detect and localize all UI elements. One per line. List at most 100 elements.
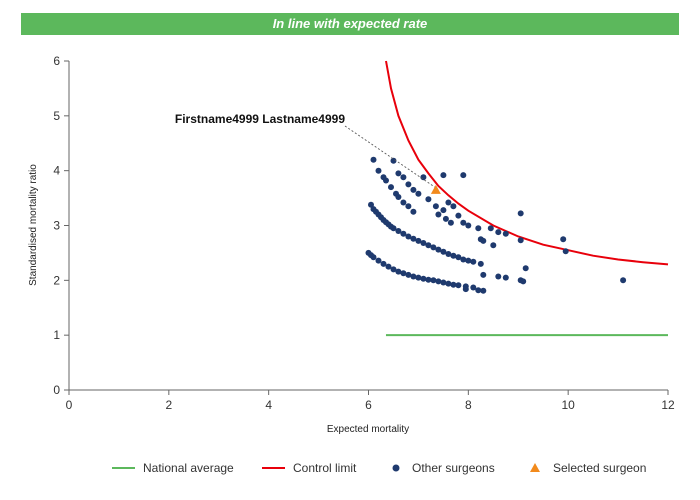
x-tick-label: 0 bbox=[66, 398, 73, 412]
x-tick-label: 8 bbox=[465, 398, 472, 412]
other-surgeon-point bbox=[442, 215, 449, 222]
y-tick-label: 2 bbox=[53, 273, 60, 287]
other-surgeon-point bbox=[385, 263, 392, 270]
y-tick-label: 0 bbox=[53, 383, 60, 397]
other-surgeon-point bbox=[460, 219, 467, 226]
other-surgeon-point bbox=[490, 242, 497, 249]
other-surgeon-point bbox=[395, 170, 402, 177]
other-surgeon-point bbox=[388, 184, 394, 191]
other-surgeon-point bbox=[480, 271, 487, 278]
y-axis-label: Standardised mortality ratio bbox=[28, 164, 39, 286]
other-surgeon-point bbox=[477, 260, 484, 267]
legend: National average Control limit Other sur… bbox=[112, 461, 646, 475]
other-surgeon-point bbox=[405, 181, 412, 188]
other-surgeon-point bbox=[562, 248, 569, 255]
other-surgeon-point bbox=[470, 284, 477, 291]
other-surgeon-point bbox=[430, 244, 437, 251]
x-axis-label: Expected mortality bbox=[327, 424, 409, 435]
other-surgeon-point bbox=[415, 274, 422, 281]
other-surgeon-point bbox=[460, 172, 467, 179]
other-surgeon-point bbox=[370, 254, 377, 261]
other-surgeon-point bbox=[410, 208, 417, 215]
x-tick-label: 2 bbox=[165, 398, 172, 412]
other-surgeon-point bbox=[380, 260, 387, 267]
other-surgeon-point bbox=[410, 186, 417, 193]
other-surgeon-point bbox=[470, 258, 477, 265]
legend-selected-label: Selected surgeon bbox=[553, 461, 646, 475]
other-surgeon-point bbox=[405, 233, 412, 240]
y-tick-label: 5 bbox=[53, 109, 60, 123]
x-tick-label: 12 bbox=[661, 398, 675, 412]
y-tick-label: 3 bbox=[53, 219, 60, 233]
other-surgeon-point bbox=[440, 207, 447, 214]
other-surgeon-point bbox=[465, 257, 472, 264]
y-ticks: 0 1 2 3 4 5 6 bbox=[53, 54, 69, 397]
other-surgeon-point bbox=[465, 222, 472, 229]
other-surgeon-point bbox=[400, 174, 407, 181]
other-surgeon-point bbox=[400, 270, 407, 277]
other-surgeon-point bbox=[450, 252, 457, 259]
y-tick-label: 1 bbox=[53, 328, 60, 342]
other-surgeon-point bbox=[390, 266, 397, 273]
other-surgeon-point bbox=[395, 268, 402, 275]
other-surgeon-point bbox=[368, 201, 374, 208]
other-surgeon-point bbox=[395, 194, 402, 200]
other-surgeon-point bbox=[495, 273, 502, 280]
other-surgeon-point bbox=[400, 230, 407, 237]
other-surgeon-point bbox=[435, 278, 442, 285]
other-surgeon-point bbox=[460, 256, 467, 263]
other-surgeon-point bbox=[410, 235, 417, 242]
other-surgeon-point bbox=[502, 274, 509, 281]
other-surgeon-point bbox=[522, 265, 529, 272]
other-surgeon-point bbox=[410, 273, 417, 280]
other-surgeon-point bbox=[432, 203, 439, 210]
other-surgeon-point bbox=[370, 156, 377, 163]
other-surgeon-point bbox=[420, 275, 427, 282]
other-surgeon-point bbox=[445, 280, 452, 287]
x-ticks: 0 2 4 6 8 10 12 bbox=[66, 390, 675, 412]
selected-surgeon-label: Firstname4999 Lastname4999 bbox=[175, 112, 345, 126]
other-surgeon-point bbox=[445, 199, 452, 206]
status-banner: In line with expected rate bbox=[21, 13, 679, 35]
selected-surgeon-point bbox=[430, 184, 441, 194]
other-surgeon-point bbox=[487, 225, 494, 232]
x-tick-label: 10 bbox=[561, 398, 575, 412]
other-surgeon-point bbox=[495, 229, 502, 236]
other-surgeon-point bbox=[400, 199, 407, 206]
other-surgeon-point bbox=[435, 246, 442, 253]
other-surgeon-point bbox=[390, 225, 397, 232]
other-surgeon-point bbox=[560, 236, 567, 243]
other-surgeon-point bbox=[395, 228, 402, 234]
control-limit-series bbox=[385, 60, 669, 266]
y-tick-label: 4 bbox=[53, 164, 60, 178]
other-surgeon-point bbox=[517, 210, 524, 217]
axes bbox=[68, 61, 668, 391]
other-surgeon-point bbox=[383, 177, 389, 184]
selected-surgeon-leader bbox=[344, 125, 437, 189]
other-surgeon-point bbox=[450, 281, 457, 288]
x-tick-label: 6 bbox=[365, 398, 372, 412]
control-limit-line bbox=[385, 60, 669, 266]
other-surgeon-point bbox=[390, 157, 397, 164]
other-surgeon-point bbox=[415, 237, 422, 244]
other-surgeon-point bbox=[502, 230, 509, 237]
other-surgeon-point bbox=[475, 225, 482, 232]
other-surgeon-point bbox=[430, 277, 437, 284]
other-surgeon-point bbox=[420, 240, 427, 246]
other-surgeon-point bbox=[455, 282, 462, 289]
other-surgeon-point bbox=[415, 190, 422, 197]
legend-selected-swatch bbox=[530, 463, 540, 472]
other-surgeon-point bbox=[447, 219, 454, 226]
other-surgeon-point bbox=[445, 251, 452, 257]
other-surgeon-point bbox=[520, 278, 527, 285]
other-surgeon-point bbox=[455, 212, 462, 219]
other-surgeon-point bbox=[435, 211, 442, 218]
other-surgeon-point bbox=[425, 196, 432, 203]
other-surgeon-point bbox=[425, 276, 432, 283]
other-surgeon-point bbox=[420, 174, 427, 181]
legend-national-label: National average bbox=[143, 461, 234, 475]
other-surgeon-point bbox=[440, 279, 447, 286]
other-surgeon-point bbox=[620, 277, 627, 284]
other-surgeon-point bbox=[425, 242, 432, 249]
